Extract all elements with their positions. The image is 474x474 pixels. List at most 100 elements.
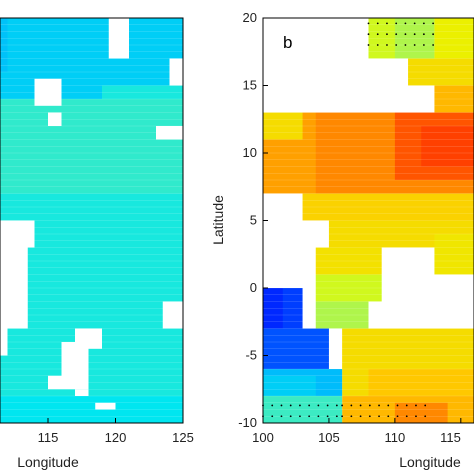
panel-a-cell-25 [162, 301, 183, 329]
panel-b-stipple-dot [424, 415, 427, 418]
panel-b-stipple-dot [367, 33, 370, 36]
panel-b-stipple-dot [308, 415, 311, 418]
panel-b-stipple-dot [386, 33, 388, 36]
panel-b-x-tick-label: 100 [252, 430, 274, 445]
panel-a-cell-23 [95, 402, 116, 410]
panel-b-y-ticks: -10 -5 0 5 10 15 20 [238, 10, 268, 430]
panel-b-cell-5 [434, 85, 474, 113]
panel-b-stipple-dot [335, 404, 338, 407]
panel-b-y-tick-label: 20 [243, 10, 257, 25]
panel-b-stipple-dot [367, 22, 370, 25]
panel-a-x-ticks: 115 120 125 [38, 418, 194, 445]
panel-a-cell-14 [48, 112, 62, 126]
panel-b-stipple-dot [422, 44, 425, 46]
panel-b-cell-19 [394, 402, 448, 423]
panel-b-y-tick-label: 15 [243, 78, 257, 93]
panel-b-significance-stipple [262, 22, 435, 418]
panel-b-stipple-dot [404, 44, 407, 46]
panel-b-stipple-dot [289, 404, 292, 407]
panel-b-stipple-dot [432, 22, 435, 25]
panel-a-cell-18 [7, 220, 35, 248]
panel-a-cell-11 [0, 396, 183, 423]
panel-a-x-axis-label: Longitude [17, 454, 79, 470]
panel-a-x-tick-label: 120 [105, 430, 127, 445]
panel-b-stipple-dot [413, 33, 416, 36]
panel-b-cell-10 [263, 112, 303, 140]
panel-b-stipple-dot [341, 404, 344, 407]
panel-b-stipple-dot [326, 404, 329, 407]
panel-b-x-tick-label: 115 [440, 430, 461, 445]
panel-a: 115 120 125 Longitude [0, 17, 194, 470]
panel-a-cell-20 [61, 342, 89, 390]
panel-b-stipple-dot [289, 415, 292, 418]
panel-b-stipple-dot [280, 404, 283, 407]
panel-b-stipple-dot [271, 415, 274, 418]
panel-b-stipple-dot [415, 415, 417, 418]
panel-b-stipple-dot [413, 22, 416, 25]
panel-b-stipple-dot [432, 33, 435, 36]
panel-a-frame [0, 17, 184, 424]
panel-a-x-tick-label: 115 [38, 430, 59, 445]
panel-a-cell-19 [0, 328, 8, 356]
panel-b-stipple-dot [395, 22, 398, 25]
panel-a-cell-8 [0, 99, 183, 194]
panel-b-cell-26 [328, 58, 356, 113]
panel-b-stipple-dot [335, 415, 338, 418]
panel-b-stipple-dot [280, 415, 283, 418]
panel-b-y-tick-label: -10 [238, 415, 257, 430]
panel-b-cell-25 [263, 288, 283, 329]
panel-b-stipple-dot [368, 415, 371, 418]
panel-b-stipple-dot [422, 22, 425, 25]
panel-b-stipple-dot [378, 404, 380, 407]
panel-b-letter: b [283, 33, 292, 52]
panel-b-stipple-dot [404, 33, 407, 36]
panel-b-stipple-dot [386, 44, 388, 46]
panel-b-cell-24 [263, 375, 316, 396]
panel-b-cell-28 [434, 234, 474, 275]
panel-b-stipple-dot [299, 415, 301, 418]
panel-a-cell-16 [169, 58, 183, 86]
panel-b-stipple-dot [386, 22, 388, 25]
panel-b-y-tick-label: 5 [250, 213, 257, 228]
panel-b-cell-17 [368, 369, 474, 396]
panel-b-cell-27 [381, 247, 435, 275]
panel-b-stipple-dot [367, 44, 370, 46]
panel-b-stipple-dot [413, 44, 416, 46]
panel-b-stipple-dot [387, 415, 390, 418]
panel-a-heatmap [0, 17, 183, 424]
panel-b-cell-2 [368, 18, 395, 59]
panel-b-stipple-dot [405, 415, 408, 418]
panel-a-x-tick-label: 125 [172, 430, 194, 445]
panel-b-stipple-dot [376, 44, 379, 46]
panel-b-stipple-dot [359, 415, 362, 418]
panel-b-stipple-dot [396, 404, 399, 407]
panel-b-stipple-dot [341, 415, 344, 418]
panel-b-stipple-dot [387, 404, 390, 407]
panel-b-cell-9 [421, 126, 474, 167]
panel-b-stipple-dot [299, 404, 301, 407]
panel-b-stipple-dot [395, 44, 398, 46]
panel-b-stipple-dot [350, 415, 353, 418]
panel-a-cell-15 [156, 126, 183, 140]
panel-b-stipple-dot [395, 33, 398, 36]
panel-b-stipple-dot [271, 404, 274, 407]
panel-b-stipple-dot [432, 44, 435, 46]
panel-b-cell-4 [408, 58, 474, 86]
panel-b-stipple-dot [317, 415, 320, 418]
panel-b-stipple-dot [378, 415, 380, 418]
panel-b-cell-14 [315, 274, 382, 302]
panel-b-stipple-dot [317, 404, 320, 407]
panel-b: 100 105 110 115 -10 -5 0 5 10 15 20 b Longitude L… [210, 10, 474, 470]
panel-b-stipple-dot [376, 33, 379, 36]
panel-b-stipple-dot [326, 415, 329, 418]
panel-b-x-tick-label: 110 [385, 430, 406, 445]
panel-b-cell-3 [434, 18, 474, 59]
panel-b-x-tick-label: 105 [318, 430, 340, 445]
panel-b-cell-11 [302, 193, 474, 221]
panel-b-cell-15 [315, 301, 369, 329]
panel-b-stipple-dot [415, 404, 417, 407]
panel-a-cell-21 [75, 328, 102, 349]
panel-b-stipple-dot [376, 22, 379, 25]
panel-b-stipple-dot [308, 404, 311, 407]
